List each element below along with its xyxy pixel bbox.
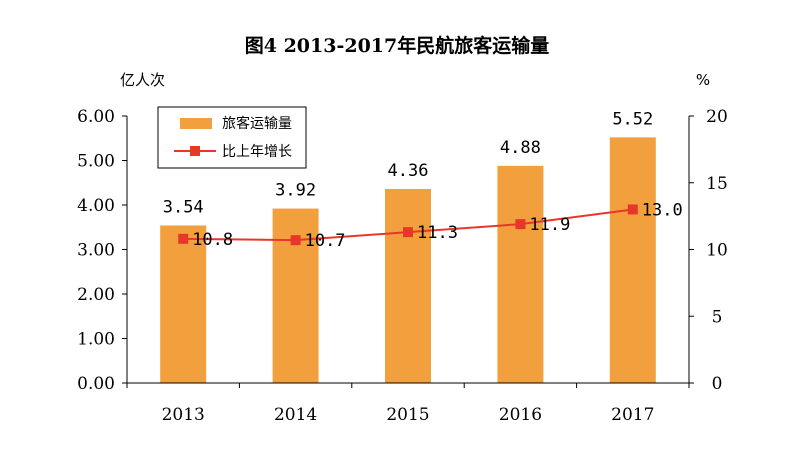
x-tick-label: 2014 <box>274 405 317 425</box>
left-tick-label: 5.00 <box>77 152 115 172</box>
growth-marker-2014 <box>290 235 301 246</box>
growth-marker-2015 <box>403 227 413 238</box>
right-axis-unit: % <box>696 71 710 89</box>
bar-series <box>160 137 656 383</box>
chart-title: 图4 2013-2017年民航旅客运输量 <box>245 34 549 57</box>
right-tick-label: 20 <box>706 107 728 127</box>
legend-swatch-bar <box>180 118 212 129</box>
growth-value-label: 13.0 <box>642 200 683 220</box>
x-tick-label: 2015 <box>386 405 429 425</box>
right-tick-label: 10 <box>706 241 728 261</box>
legend: 旅客运输量 比上年增长 <box>157 106 307 169</box>
legend-swatch-marker <box>190 146 200 156</box>
left-tick-label: 4.00 <box>77 196 115 216</box>
growth-marker-2013 <box>178 233 189 244</box>
growth-value-label: 11.3 <box>417 223 458 243</box>
bar-value-label: 3.54 <box>163 197 204 217</box>
x-tick-label: 2017 <box>611 405 654 425</box>
right-tick-label: 15 <box>706 174 728 194</box>
data-labels: 3.54 3.92 4.36 4.88 5.52 10.8 10.7 11.3 11.9 13.0 <box>163 109 683 251</box>
growth-marker-2016 <box>515 219 526 230</box>
left-tick-label: 6.00 <box>77 107 115 127</box>
left-axis-unit: 亿人次 <box>120 71 165 89</box>
line-series <box>178 204 638 246</box>
x-tick-label: 2013 <box>162 405 205 425</box>
left-tick-label: 0.00 <box>77 374 115 394</box>
bar-2017 <box>609 137 656 383</box>
right-tick-label: 5 <box>712 307 723 327</box>
growth-value-label: 10.8 <box>192 230 233 250</box>
bar-value-label: 4.88 <box>500 138 541 158</box>
growth-value-label: 10.7 <box>305 231 346 251</box>
legend-box <box>157 106 307 169</box>
bar-value-label: 4.36 <box>388 161 429 181</box>
left-tick-label: 1.00 <box>77 330 115 350</box>
bar-2015 <box>385 188 431 383</box>
legend-label-line: 比上年增长 <box>222 144 292 160</box>
x-tick-label: 2016 <box>499 405 542 425</box>
bar-value-label: 3.92 <box>275 181 316 201</box>
left-tick-label: 3.00 <box>77 241 115 261</box>
left-tick-label: 2.00 <box>77 285 115 305</box>
bar-2013 <box>160 225 207 383</box>
growth-marker-2017 <box>627 204 638 215</box>
bar-2016 <box>497 165 544 383</box>
axes: 0.00 1.00 2.00 3.00 4.00 5.00 6.00 0 5 10 15 20 2013… <box>77 107 728 425</box>
bar-value-label: 5.52 <box>612 109 653 129</box>
legend-label-bar: 旅客运输量 <box>222 115 292 132</box>
right-tick-label: 0 <box>712 374 723 394</box>
growth-value-label: 11.9 <box>529 215 570 235</box>
